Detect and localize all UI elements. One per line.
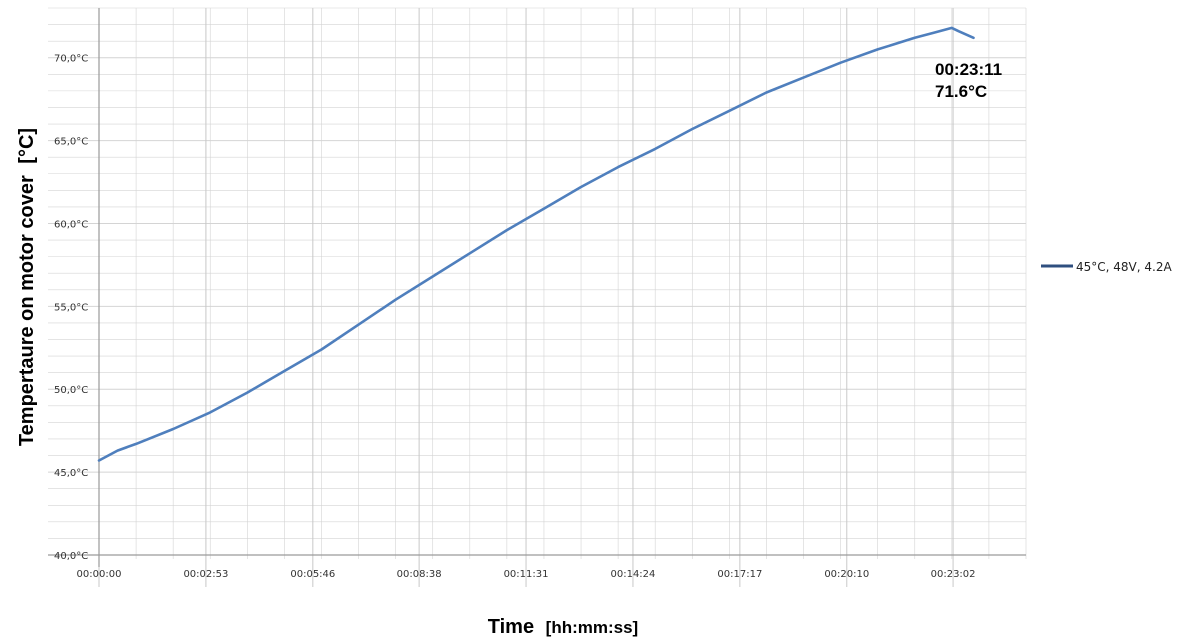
- y-tick-label: 70,0°C: [54, 54, 88, 65]
- y-tick-label: 60,0°C: [54, 219, 88, 230]
- y-tick-label: 40,0°C: [54, 551, 88, 562]
- x-axis-title: Time [hh:mm:ss]: [488, 616, 638, 638]
- x-tick-label: 00:23:02: [931, 569, 976, 580]
- series-line: [97, 26, 975, 462]
- x-tick-label: 00:08:38: [397, 569, 442, 580]
- annotation-time: 00:23:11: [935, 60, 1002, 79]
- y-tick-labels: 40,0°C 45,0°C 50,0°C 55,0°C 60,0°C 65,0°C 70,0…: [54, 54, 88, 562]
- y-axis-label: Tempertaure on motor cover: [16, 175, 38, 446]
- y-tick-label: 55,0°C: [54, 302, 88, 313]
- y-axis-title: Tempertaure on motor cover [°C]: [16, 128, 38, 446]
- x-axis-label: Time: [488, 616, 534, 638]
- y-tick-label: 45,0°C: [54, 468, 88, 479]
- y-tick-label: 50,0°C: [54, 385, 88, 396]
- x-tick-label: 00:17:17: [717, 569, 762, 580]
- x-tick-label: 00:02:53: [183, 569, 228, 580]
- x-tick-label: 00:14:24: [610, 569, 655, 580]
- x-tick-label: 00:05:46: [290, 569, 335, 580]
- axes: [48, 8, 1026, 567]
- y-tick-label: 65,0°C: [54, 137, 88, 148]
- x-tick-labels: 00:00:00 00:02:53 00:05:46 00:08:38 00:11:31…: [77, 569, 976, 580]
- annotation-value: 71.6°C: [935, 82, 987, 101]
- grid-lines: [48, 7, 1027, 587]
- x-tick-label: 00:20:10: [824, 569, 869, 580]
- x-axis-unit: [hh:mm:ss]: [546, 618, 639, 637]
- x-tick-label: 00:00:00: [77, 569, 122, 580]
- legend-label: 45°C, 48V, 4.2A: [1076, 260, 1172, 274]
- series-lines: [97, 26, 975, 462]
- legend: 45°C, 48V, 4.2A: [1041, 260, 1172, 274]
- y-axis-unit: [°C]: [16, 128, 38, 164]
- x-tick-label: 00:11:31: [504, 569, 549, 580]
- peak-annotation: 00:23:11 71.6°C: [935, 60, 1002, 101]
